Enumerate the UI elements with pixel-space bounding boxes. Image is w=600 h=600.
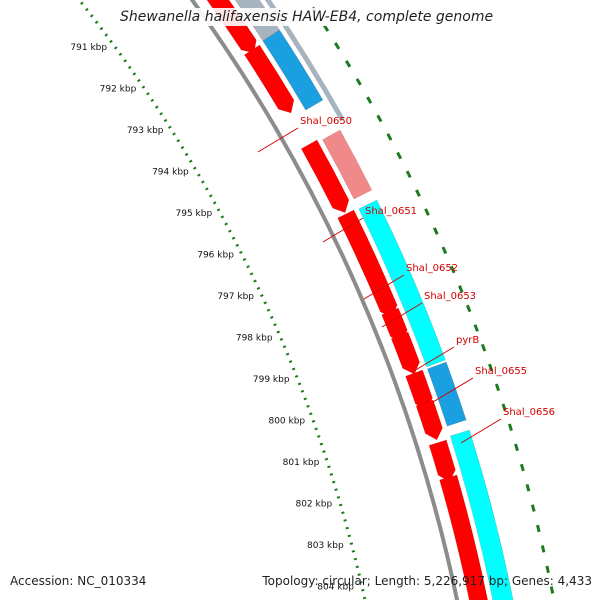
cds-arrow <box>415 399 443 441</box>
ruler-tick-label: 795 kbp <box>176 209 213 219</box>
ruler-tick-label: 796 kbp <box>197 251 234 261</box>
gene-callout-line <box>381 302 423 328</box>
gene-label: Shal_0651 <box>365 206 417 217</box>
ruler-tick-label: 802 kbp <box>295 500 332 510</box>
cds-arrow <box>244 44 295 114</box>
gene-callout-line <box>413 346 455 372</box>
feature-band-blue <box>262 29 324 111</box>
gene-label: Shal_0655 <box>475 366 527 377</box>
backbone-line <box>189 0 460 600</box>
genome-backbone <box>189 0 556 600</box>
accession-label: Accession: NC_010334 <box>10 574 147 588</box>
ruler-tick-label: 804 kbp <box>317 583 354 593</box>
feature-band-cyan <box>358 199 446 368</box>
ruler-track: 791 kbp 792 kbp 793 kbp 794 kbp 795 kbp 796 k… <box>70 0 367 600</box>
outer-ticks <box>305 0 556 600</box>
gene-label: Shal_0650 <box>300 116 352 127</box>
ruler-tick-label: 794 kbp <box>152 168 189 178</box>
genome-summary: Topology: circular; Length: 5,226,917 bp… <box>262 574 592 588</box>
ruler-tick-label: 799 kbp <box>253 375 290 385</box>
gene-label: pyrB <box>456 335 479 346</box>
ruler-tick-label: 791 kbp <box>70 43 107 53</box>
cds-arrow <box>428 439 456 483</box>
map-title: Shewanella halifaxensis HAW-EB4, complet… <box>118 8 496 26</box>
ruler-tick-label: 797 kbp <box>217 292 254 302</box>
feature-band-gray-outer <box>264 0 345 122</box>
gene-callout-line <box>257 127 299 153</box>
gene-callout-line <box>432 377 474 403</box>
cds-arrow <box>439 474 488 600</box>
ruler-tick-label: 803 kbp <box>307 541 344 551</box>
gene-callout-line <box>460 418 502 444</box>
gene-label: Shal_0656 <box>503 407 555 418</box>
gene-callout-line <box>322 217 364 243</box>
ruler-tick-label: 800 kbp <box>268 417 305 427</box>
cds-track <box>206 0 488 600</box>
gene-callout-line <box>363 274 405 300</box>
gene-label: Shal_0653 <box>424 291 476 302</box>
ruler-tick-label: 792 kbp <box>100 85 137 95</box>
ruler-tick-label: 798 kbp <box>236 334 273 344</box>
ruler-tick-label: 801 kbp <box>283 458 320 468</box>
gene-labels: Shal_0650 Shal_0651 Shal_0652 Shal_0653 pyrB… <box>257 116 555 444</box>
feature-band-cyan <box>449 429 514 600</box>
cds-arrow <box>300 139 350 213</box>
ruler-tick-label: 793 kbp <box>127 126 164 136</box>
gene-label: Shal_0652 <box>406 263 458 274</box>
cds-arrow <box>390 331 420 375</box>
feature-band-faded <box>322 129 373 200</box>
